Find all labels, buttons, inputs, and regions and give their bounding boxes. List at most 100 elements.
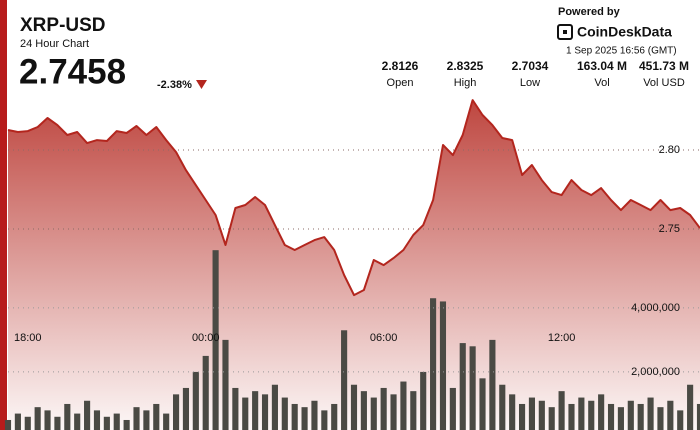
brand: CoinDeskData (577, 24, 672, 40)
volume-bar (449, 387, 456, 430)
volume-bar (113, 413, 120, 430)
volume-bar (192, 371, 199, 430)
volume-bar (311, 400, 318, 430)
volume-bar (469, 346, 476, 430)
volume-bar (598, 394, 605, 430)
volume-bar (4, 419, 12, 430)
brand-icon (557, 24, 573, 40)
volume-bar (578, 397, 585, 430)
volume-bar (103, 416, 110, 430)
stat-value: 2.8325 (447, 59, 484, 73)
price-line (7, 99, 700, 297)
stat-label: Vol USD (643, 77, 685, 89)
volume-bar (420, 371, 427, 430)
volume-bar (617, 407, 624, 430)
volume-bar (172, 394, 180, 430)
volume-bar (380, 387, 387, 430)
volume-bar (400, 381, 407, 430)
volume-bar (637, 403, 644, 430)
volume-bar (301, 407, 308, 430)
accent-bar (0, 0, 7, 430)
volume-bar (271, 384, 278, 430)
volume-bar (657, 407, 664, 430)
volume-bar (588, 400, 595, 430)
stat-value: 2.8126 (382, 59, 419, 73)
volume-bar (667, 400, 674, 430)
brand-icon-dot (563, 30, 567, 34)
volume-bar (261, 394, 269, 430)
volume-bar (14, 413, 21, 430)
y2-tick-label: 4,000,000 (631, 302, 680, 314)
volume-bar (568, 403, 575, 430)
volume-bar (439, 301, 447, 430)
volume-bar (696, 403, 700, 430)
stat-label: High (454, 77, 477, 89)
volume-bar (677, 410, 684, 430)
volume-bar (153, 403, 160, 430)
down-arrow (196, 80, 207, 89)
volume-bar (509, 394, 516, 430)
volume-bar (321, 410, 328, 430)
x-tick-label: 12:00 (548, 332, 576, 344)
volume-bar (74, 413, 81, 430)
volume-bar (360, 391, 367, 430)
volume-bar (24, 416, 31, 430)
stat-value: 451.73 M (639, 59, 689, 73)
volume-bar (143, 410, 150, 430)
plot: 2.75 2.80 2,000,000 4,000,000 18:00 00:00 06:0… (4, 99, 700, 430)
volume-bar (350, 384, 358, 430)
price: 2.7458 (19, 52, 126, 91)
volume-bar (93, 410, 101, 430)
price-change: -2.38% (157, 79, 192, 91)
volume-bar (54, 416, 61, 430)
y-tick-label: 2.75 (659, 223, 680, 235)
stats: 2.8126 Open 2.8325 High 2.7034 Low 163.04 M Vol… (382, 59, 689, 89)
x-tick-label: 18:00 (14, 332, 42, 344)
volume-bar (84, 400, 91, 430)
price-area (8, 100, 700, 430)
volume-bar (410, 391, 417, 430)
volume-bar (212, 250, 219, 430)
volume-bar (430, 298, 437, 430)
volume-bar (489, 339, 496, 430)
volume-bar (133, 407, 140, 430)
stat-value: 163.04 M (577, 59, 627, 73)
volume-bar (687, 384, 694, 430)
volume-bar (281, 397, 288, 430)
volume-bar (627, 400, 634, 430)
stat-value: 2.7034 (512, 59, 549, 73)
chart-title: XRP-USD (20, 15, 106, 36)
volume-bar (459, 343, 466, 430)
volume-bar (331, 403, 338, 430)
volume-bar (370, 397, 377, 430)
volume-bar (607, 403, 615, 430)
volume-bar (499, 384, 506, 430)
x-tick-label: 00:00 (192, 332, 220, 344)
volume-bar (518, 403, 526, 430)
stat-label: Low (520, 77, 540, 89)
volume-bar (341, 330, 348, 430)
volume-bar (163, 413, 170, 430)
volume-bar (64, 403, 71, 430)
stat-label: Vol (594, 77, 609, 89)
volume-bar (479, 378, 486, 430)
stat-label: Open (387, 77, 414, 89)
volume-bar (232, 387, 239, 430)
volume-bar (202, 355, 209, 430)
volume-bar (242, 397, 249, 430)
volume-bar (123, 419, 130, 430)
powered-by: Powered by (558, 6, 621, 18)
volume-bar (34, 407, 41, 430)
y2-tick-label: 2,000,000 (631, 366, 680, 378)
x-tick-label: 06:00 (370, 332, 398, 344)
volume-bar (538, 400, 545, 430)
timestamp: 1 Sep 2025 16:56 (GMT) (566, 46, 677, 57)
volume-bar (528, 397, 536, 430)
y-tick-label: 2.80 (659, 144, 680, 156)
volume-bar (558, 391, 565, 430)
volume-bar (390, 394, 397, 430)
volume-bar (182, 387, 190, 430)
chart-subtitle: 24 Hour Chart (20, 38, 89, 50)
volume-bar (222, 339, 229, 430)
